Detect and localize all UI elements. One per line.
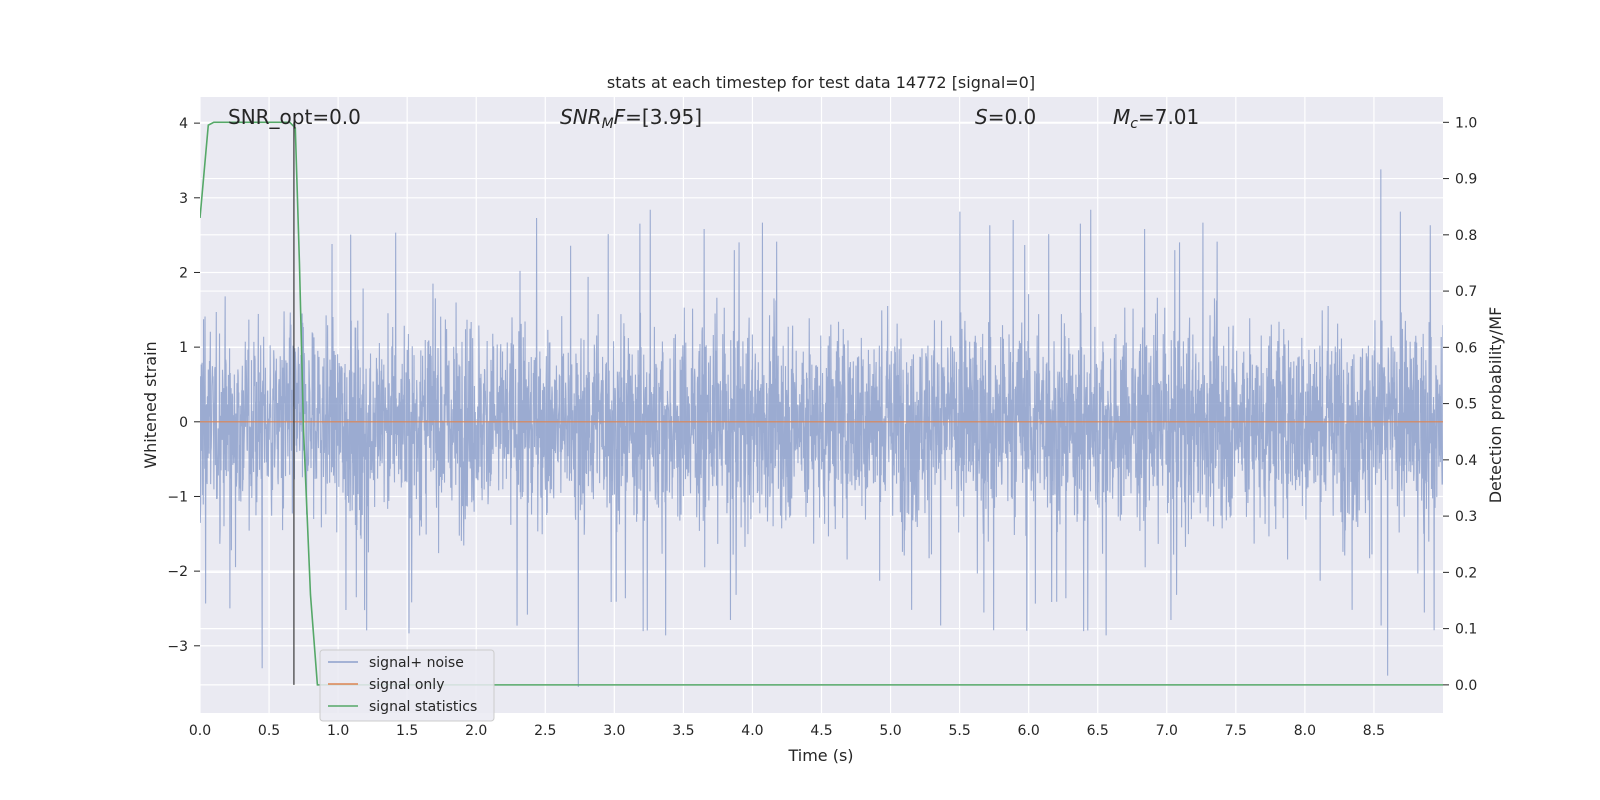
signal-statistics-line — [200, 121, 1443, 686]
x-tick-label: 7.5 — [1225, 723, 1247, 739]
mc-subscript: c — [1130, 116, 1138, 132]
x-tick-label: 8.0 — [1294, 723, 1316, 739]
left-y-tick-label: −1 — [167, 489, 188, 505]
signal-plus-noise-line — [200, 169, 1443, 687]
right-y-tick-label: 0.6 — [1455, 340, 1477, 356]
left-y-axis-label: Whitened strain — [141, 341, 160, 468]
x-tick-label: 2.5 — [534, 723, 556, 739]
right-y-tick-label: 0.1 — [1455, 622, 1477, 638]
x-tick-label: 4.0 — [741, 723, 763, 739]
left-y-tick-label: −2 — [167, 564, 188, 580]
snr-mf-symbol: SNR — [560, 105, 602, 129]
left-y-axis-ticks: −3 −2 −1 0 1 2 3 4 — [167, 116, 200, 655]
snr-mf-value: =[3.95] — [625, 105, 702, 129]
snr-mf-subscript: M — [602, 116, 614, 132]
right-y-tick-label: 0.4 — [1455, 453, 1477, 469]
x-tick-label: 2.0 — [465, 723, 487, 739]
right-y-tick-label: 0.0 — [1455, 678, 1477, 694]
annotation-snr-mf: SNRMF=[3.95] — [560, 105, 702, 132]
left-y-tick-label: 3 — [179, 191, 188, 207]
x-tick-label: 1.0 — [327, 723, 349, 739]
left-y-tick-label: 2 — [179, 265, 188, 281]
right-y-tick-label: 0.2 — [1455, 565, 1477, 581]
right-y-tick-label: 0.3 — [1455, 509, 1477, 525]
right-y-tick-label: 0.9 — [1455, 172, 1477, 188]
x-tick-label: 3.5 — [672, 723, 694, 739]
x-axis-label: Time (s) — [787, 746, 853, 765]
x-tick-label: 7.0 — [1156, 723, 1178, 739]
x-axis-ticks: 0.0 0.5 1.0 1.5 2.0 2.5 3.0 3.5 4.0 4.5 5.0 5.5 6.0 6… — [189, 723, 1385, 739]
x-tick-label: 6.5 — [1087, 723, 1109, 739]
legend-label-signal-only: signal only — [369, 677, 444, 693]
legend-box — [319, 649, 495, 722]
left-y-tick-label: 0 — [179, 415, 188, 431]
x-tick-label: 0.5 — [258, 723, 280, 739]
left-y-tick-label: 4 — [179, 116, 188, 132]
annotation-snr-opt: SNR_opt=0.0 — [228, 105, 361, 129]
mc-value: =7.01 — [1138, 105, 1199, 129]
left-y-tick-label: 1 — [179, 340, 188, 356]
left-y-tick-label: −3 — [167, 639, 188, 655]
right-y-tick-label: 0.7 — [1455, 284, 1477, 300]
x-tick-label: 5.5 — [948, 723, 970, 739]
x-tick-label: 1.5 — [396, 723, 418, 739]
right-y-tick-label: 0.8 — [1455, 228, 1477, 244]
legend-label-signal-plus-noise: signal+ noise — [369, 655, 464, 671]
x-tick-label: 0.0 — [189, 723, 211, 739]
x-tick-label: 4.5 — [810, 723, 832, 739]
x-tick-label: 5.0 — [879, 723, 901, 739]
chart-title: stats at each timestep for test data 147… — [607, 73, 1035, 92]
right-y-tick-label: 1.0 — [1455, 115, 1477, 131]
right-y-axis-ticks: 0.0 0.1 0.2 0.3 0.4 0.5 0.6 0.7 0.8 0.9 1.0 — [1443, 115, 1477, 694]
x-tick-label: 6.0 — [1018, 723, 1040, 739]
s-value: =0.0 — [988, 105, 1037, 129]
annotation-s: S=0.0 — [975, 105, 1036, 129]
legend: signal+ noise signal only signal statist… — [319, 649, 495, 722]
legend-label-signal-statistics: signal statistics — [369, 699, 477, 715]
snr-mf-rest: F — [614, 105, 626, 129]
mc-symbol: M — [1113, 105, 1130, 129]
s-symbol: S — [975, 105, 988, 129]
right-y-axis-label: Detection probability/MF — [1486, 307, 1505, 504]
annotation-mc: Mc=7.01 — [1113, 105, 1199, 132]
right-y-tick-label: 0.5 — [1455, 397, 1477, 413]
x-tick-label: 3.0 — [603, 723, 625, 739]
x-tick-label: 8.5 — [1363, 723, 1385, 739]
